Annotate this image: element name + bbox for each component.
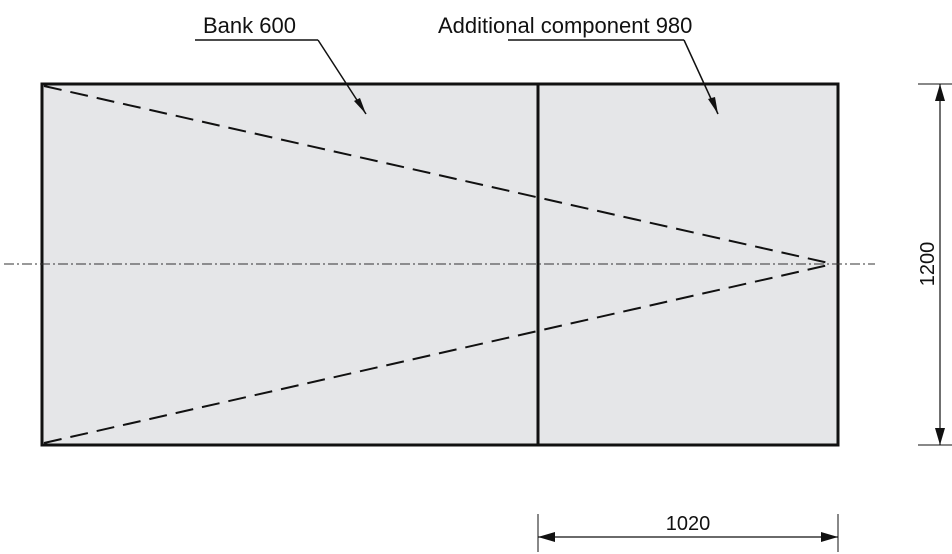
height-arrow-bottom	[935, 428, 945, 445]
additional-component-label: Additional component 980	[438, 13, 692, 38]
height-dimension-label: 1200	[917, 242, 939, 287]
bank-leader-arrow	[354, 98, 366, 114]
bank-label: Bank 600	[203, 13, 296, 38]
height-arrow-top	[935, 84, 945, 101]
length-arrow-right	[821, 532, 838, 542]
length-dimension-label: 1020	[666, 513, 711, 535]
additional-component-leader-arrow	[708, 97, 718, 114]
length-arrow-left	[538, 532, 555, 542]
